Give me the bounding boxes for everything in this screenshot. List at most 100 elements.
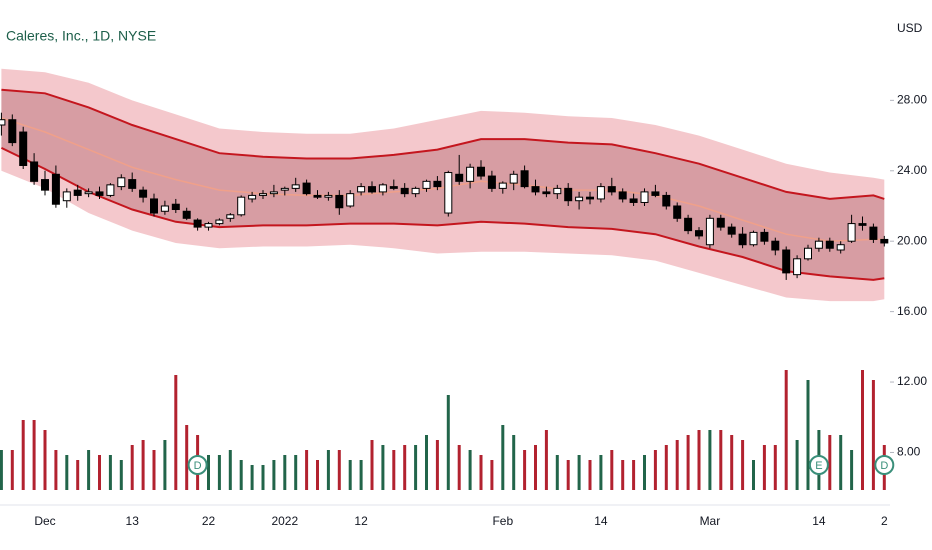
candle-body (160, 205, 169, 212)
candle-body (171, 203, 180, 211)
volume-bar (523, 450, 527, 490)
candle-body (357, 186, 366, 193)
volume-bar (435, 440, 439, 490)
volume-bar (32, 420, 36, 490)
x-tick-label: 2022 (271, 514, 298, 528)
candle-body (237, 196, 246, 216)
outer-band-area (1, 68, 885, 302)
volume-bar (544, 430, 548, 490)
x-tick-label: 14 (812, 514, 826, 528)
volume-bar (381, 445, 385, 490)
volume-bar (664, 445, 668, 490)
candle-body (498, 182, 507, 189)
volume-bar (861, 370, 864, 490)
upper-band-line (1, 88, 885, 200)
candle-body (760, 231, 769, 242)
volume-bar (621, 460, 625, 490)
volume-bar (806, 380, 810, 490)
volume-bar (795, 440, 799, 490)
candle-body (248, 194, 257, 200)
event-label: E (815, 460, 822, 472)
volume-bar (773, 445, 777, 490)
volume-bar (163, 440, 167, 490)
y-tick-label: 12.00 (897, 374, 927, 388)
candle-body (880, 238, 889, 244)
candle-body (269, 191, 278, 195)
candle-body (106, 184, 115, 196)
candle-body (662, 194, 671, 207)
candle-body (193, 219, 202, 228)
volume-bar (130, 445, 134, 490)
volume-bar (87, 450, 91, 490)
candle-body (836, 244, 845, 251)
volume-bar (76, 460, 80, 490)
candle-body (487, 175, 496, 189)
volume-bar (719, 430, 723, 490)
candle-body (8, 119, 17, 144)
volume-bar (697, 430, 701, 490)
volume-bar (337, 450, 341, 490)
candle-body (291, 184, 300, 189)
candle-body (477, 166, 485, 177)
volume-bar (65, 455, 69, 490)
volume-bar (152, 450, 156, 490)
candle-body (444, 172, 453, 214)
volume-bar (762, 445, 766, 490)
candle-body (684, 217, 693, 232)
chart-title: Caleres, Inc., 1D, NYSE (6, 28, 156, 44)
volume-bar (457, 445, 461, 490)
candle-body (509, 173, 518, 184)
candle-body (378, 184, 387, 193)
candle-body (389, 186, 398, 189)
volume-bar (207, 455, 210, 490)
volume-bar (425, 435, 428, 490)
candle-body (346, 193, 355, 207)
y-tick-label: 16.00 (897, 304, 927, 318)
candle-body (869, 226, 878, 240)
candle-body (368, 186, 376, 193)
candle-body (259, 193, 267, 196)
candle-body (19, 131, 28, 166)
event-label: D (194, 460, 202, 472)
x-tick-label: Feb (492, 514, 513, 528)
x-tick-label: Mar (700, 514, 721, 528)
candle-body (542, 191, 551, 195)
candle-body (531, 186, 540, 193)
candle-body (422, 180, 431, 189)
candle-body (313, 194, 322, 198)
volume-bar (752, 460, 755, 490)
candle-body (84, 191, 93, 195)
volume-bar (0, 450, 3, 490)
volume-bar (534, 445, 537, 490)
volume-bar (54, 450, 58, 490)
volume-bar (599, 455, 603, 490)
volume-bar (228, 450, 232, 490)
volume-bar (708, 430, 712, 490)
candle-body (607, 186, 616, 193)
candle-body (51, 173, 60, 205)
volume-bar (272, 460, 276, 490)
volume-bar (141, 440, 145, 490)
candle-body (0, 119, 6, 126)
volume-bar (98, 455, 101, 490)
x-tick-label: 14 (594, 514, 608, 528)
volume-bar (675, 440, 679, 490)
volume-bar (294, 455, 298, 490)
candle-body (280, 187, 289, 191)
volume-bar (403, 445, 407, 490)
volume-bar (501, 425, 505, 490)
candle-body (738, 233, 747, 246)
candle-body (95, 191, 104, 196)
y-tick-label: 20.00 (897, 233, 927, 247)
candle-body (695, 230, 703, 237)
volume-bar (239, 460, 243, 490)
volume-bar (185, 425, 189, 490)
candle-body (520, 170, 529, 188)
candle-body (455, 173, 464, 182)
candle-body (705, 217, 714, 246)
volume-bar (686, 435, 690, 490)
volume-bar (119, 460, 123, 490)
volume-bar (479, 455, 483, 490)
volume-bar (174, 375, 178, 490)
volume-bar (555, 455, 559, 490)
